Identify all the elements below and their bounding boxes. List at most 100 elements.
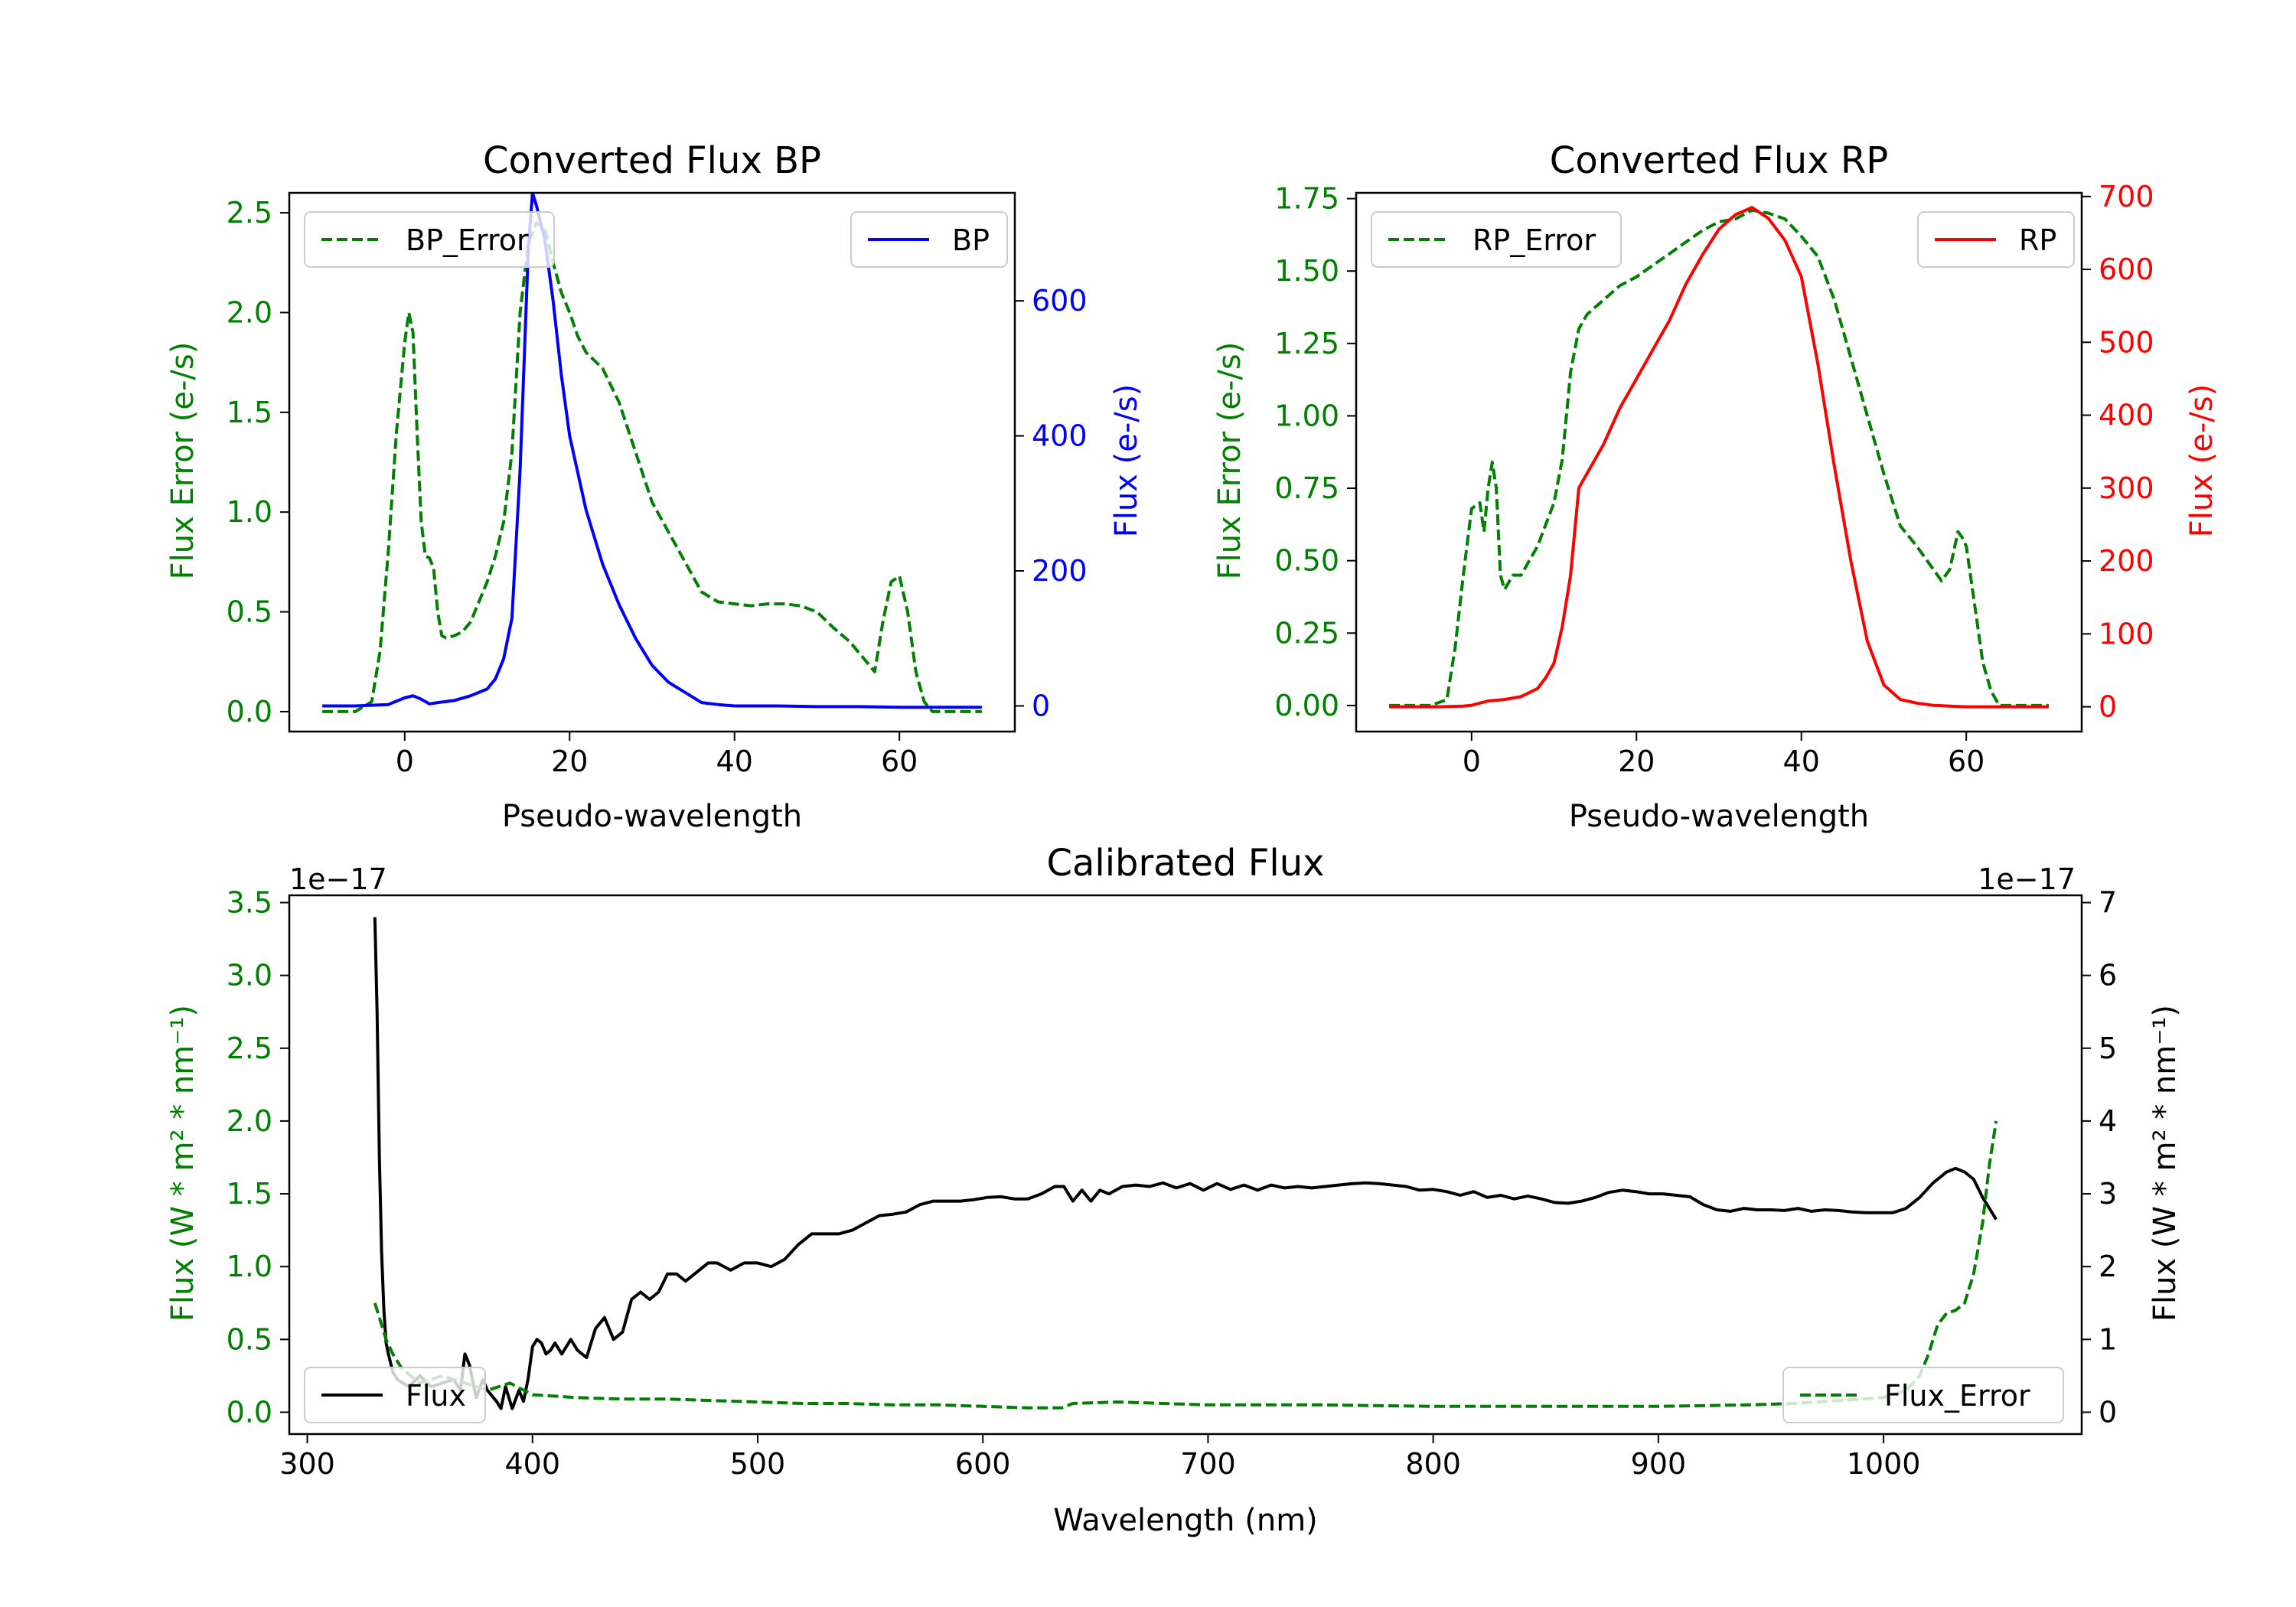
x-tick-label: 60 — [1948, 745, 1985, 778]
left-y-tick-label: 0.5 — [227, 595, 272, 629]
rp-left-y-axis-label: Flux Error (e-/s) — [1212, 342, 1247, 580]
left-y-tick-label: 1.25 — [1274, 327, 1339, 360]
bp-line — [322, 193, 982, 709]
calibrated-right-y-ticks: 0 1 2 3 4 5 6 7 — [2082, 886, 2117, 1429]
calibrated-right-offset-label: 1e−17 — [1978, 862, 2076, 896]
rp-right-y-axis-label: Flux (e-/s) — [2184, 384, 2219, 537]
right-y-tick-label: 500 — [2099, 325, 2154, 359]
left-y-tick-label: 0.5 — [227, 1322, 272, 1356]
left-y-tick-label: 2.0 — [227, 1104, 272, 1138]
flux-error-legend-label: Flux_Error — [1884, 1379, 2030, 1413]
bp-series — [322, 193, 982, 713]
x-tick-label: 800 — [1405, 1447, 1461, 1481]
bp-x-axis-label: Pseudo-wavelength — [502, 799, 802, 834]
flux-error-legend: Flux_Error — [1782, 1367, 2064, 1423]
x-tick-label: 60 — [881, 745, 918, 778]
rp-left-y-ticks: 0.00 0.25 0.50 0.75 1.00 1.25 1.50 1.75 — [1274, 182, 1356, 722]
bp-error-legend: BP_Error — [304, 211, 555, 268]
rp-x-ticks: 0 20 40 60 — [1463, 732, 1985, 778]
bp-flux-panel: Converted Flux BP Pseudo-wavelength Flux… — [165, 139, 1144, 834]
x-tick-label: 900 — [1631, 1447, 1687, 1481]
calibrated-series — [373, 917, 1998, 1410]
rp-line — [1389, 206, 2049, 709]
right-y-tick-label: 400 — [2099, 399, 2154, 432]
right-y-tick-label: 200 — [1032, 554, 1088, 588]
left-y-tick-label: 3.0 — [227, 959, 272, 993]
bp-legend-label: BP — [952, 223, 990, 257]
rp-flux-panel: Converted Flux RP Pseudo-wavelength Flux… — [1212, 139, 2219, 834]
rp-right-y-ticks: 0 100 200 300 400 500 600 700 — [2082, 180, 2154, 724]
left-y-tick-label: 2.0 — [227, 295, 272, 329]
right-y-tick-label: 7 — [2099, 886, 2117, 920]
bp-right-y-ticks: 0 200 400 600 — [1015, 284, 1088, 722]
calibrated-left-offset-label: 1e−17 — [289, 862, 387, 896]
x-tick-label: 20 — [1618, 745, 1655, 778]
x-tick-label: 20 — [551, 745, 588, 778]
left-y-tick-label: 1.0 — [227, 1250, 272, 1283]
x-tick-label: 300 — [279, 1447, 335, 1481]
right-y-tick-label: 100 — [2099, 617, 2154, 650]
rp-error-legend: RP_Error — [1371, 211, 1622, 268]
flux-legend: Flux — [304, 1367, 486, 1423]
right-y-tick-label: 200 — [2099, 544, 2154, 578]
left-y-tick-label: 0.25 — [1274, 616, 1339, 650]
bp-error-legend-box — [304, 211, 555, 268]
flux-legend-label: Flux — [406, 1379, 466, 1413]
left-y-tick-label: 0.00 — [1274, 689, 1339, 722]
rp-legend: RP — [1917, 211, 2075, 268]
left-y-tick-label: 2.5 — [227, 196, 272, 230]
left-y-tick-label: 0.75 — [1274, 471, 1339, 505]
left-y-tick-label: 2.5 — [227, 1032, 272, 1065]
right-y-tick-label: 5 — [2099, 1032, 2117, 1065]
left-y-tick-label: 1.00 — [1274, 399, 1339, 432]
left-y-tick-label: 1.50 — [1274, 254, 1339, 288]
x-tick-label: 500 — [730, 1447, 786, 1481]
right-y-tick-label: 700 — [2099, 180, 2154, 214]
rp-series — [1389, 206, 2049, 709]
bp-right-y-axis-label: Flux (e-/s) — [1109, 384, 1144, 537]
right-y-tick-label: 600 — [2099, 253, 2154, 286]
bp-chart-title: Converted Flux BP — [483, 139, 821, 182]
calibrated-flux-panel: Calibrated Flux Wavelength (nm) Flux (W … — [165, 842, 2183, 1538]
bp-plot-frame — [288, 191, 1016, 733]
right-y-tick-label: 0 — [2099, 1395, 2117, 1429]
right-y-tick-label: 2 — [2099, 1250, 2117, 1283]
rp-plot-frame — [1355, 191, 2083, 733]
rp-error-line — [1389, 208, 2049, 707]
flux-line — [373, 917, 1998, 1410]
right-y-tick-label: 3 — [2099, 1177, 2117, 1211]
x-tick-label: 40 — [716, 745, 753, 778]
left-y-tick-label: 0.0 — [227, 695, 272, 729]
left-y-tick-label: 1.0 — [227, 495, 272, 529]
x-tick-label: 400 — [504, 1447, 560, 1481]
x-tick-label: 600 — [955, 1447, 1011, 1481]
right-y-tick-label: 400 — [1032, 419, 1088, 453]
flux-legend-box — [304, 1367, 486, 1423]
bp-legend: BP — [850, 211, 1008, 268]
calibrated-x-axis-label: Wavelength (nm) — [1053, 1503, 1318, 1538]
left-y-tick-label: 1.5 — [227, 396, 272, 429]
bp-left-y-ticks: 0.0 0.5 1.0 1.5 2.0 2.5 — [227, 196, 289, 729]
calibrated-x-ticks: 300 400 500 600 700 800 900 1000 — [279, 1434, 1920, 1481]
rp-error-legend-label: RP_Error — [1473, 223, 1596, 257]
calibrated-chart-title: Calibrated Flux — [1046, 842, 1324, 885]
rp-x-axis-label: Pseudo-wavelength — [1569, 799, 1869, 834]
right-y-tick-label: 0 — [2099, 690, 2117, 724]
left-y-tick-label: 0.0 — [227, 1395, 272, 1429]
right-y-tick-label: 600 — [1032, 284, 1088, 318]
left-y-tick-label: 1.5 — [227, 1177, 272, 1211]
bp-x-ticks: 0 20 40 60 — [396, 732, 918, 778]
right-y-tick-label: 1 — [2099, 1322, 2117, 1356]
x-tick-label: 700 — [1180, 1447, 1236, 1481]
flux-error-legend-box — [1782, 1367, 2064, 1423]
calibrated-right-y-axis-label: Flux (W * m² * nm⁻¹) — [2148, 1005, 2183, 1322]
left-y-tick-label: 1.75 — [1274, 182, 1339, 216]
bp-error-line — [322, 221, 982, 713]
right-y-tick-label: 0 — [1032, 689, 1050, 722]
calibrated-left-y-ticks: 0.0 0.5 1.0 1.5 2.0 2.5 3.0 3.5 — [227, 886, 289, 1429]
left-y-tick-label: 3.5 — [227, 886, 272, 920]
rp-error-legend-box — [1371, 211, 1622, 268]
calibrated-left-y-axis-label: Flux (W * m² * nm⁻¹) — [165, 1005, 201, 1322]
right-y-tick-label: 6 — [2099, 959, 2117, 993]
